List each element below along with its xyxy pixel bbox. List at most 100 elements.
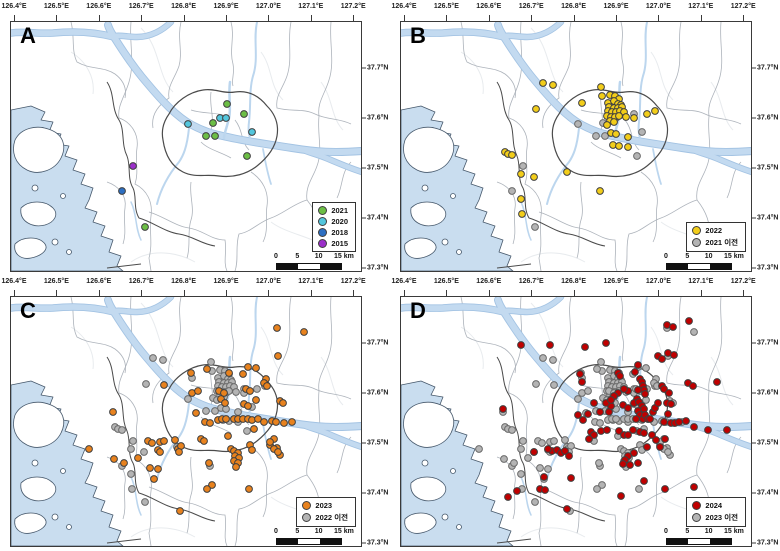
lon-tick-label: 126.6°E xyxy=(476,278,502,285)
observation-point-2023 xyxy=(524,454,532,462)
lat-tick-label: 37.3°N xyxy=(752,265,778,272)
observation-point-2022 xyxy=(651,107,659,115)
observation-point-2023 xyxy=(146,464,154,472)
observation-point-2024 xyxy=(682,417,690,425)
lon-tick-mark xyxy=(658,290,660,296)
observation-point-2023 xyxy=(642,364,650,372)
observation-point-2023 xyxy=(150,475,158,483)
legend-row: 2024 xyxy=(692,501,738,510)
observation-point-2024 xyxy=(585,435,593,443)
observation-point-2023 xyxy=(250,425,258,433)
lon-tick-mark xyxy=(531,15,533,21)
observation-point-2018 xyxy=(118,187,126,195)
lat-tick-mark xyxy=(752,117,756,119)
lat-tick-label: 37.5°N xyxy=(362,165,388,172)
map-canvas xyxy=(11,22,361,271)
observation-point-2024 xyxy=(641,390,649,398)
observation-point-2023 xyxy=(244,402,252,410)
observation-point-2024 xyxy=(590,431,598,439)
lat-tick-label: 37.7°N xyxy=(362,340,388,347)
map-d: D 2024 2023 이전 0 5 10 15 km xyxy=(400,296,752,547)
observation-point-2022 xyxy=(597,358,605,366)
observation-point-2024 xyxy=(607,396,615,404)
observation-point-2023 xyxy=(171,436,179,444)
observation-point-2023 xyxy=(175,448,183,456)
lon-tick-label: 126.5°E xyxy=(433,3,459,10)
observation-point-2022 xyxy=(539,354,547,362)
observation-point-2021 xyxy=(202,407,210,415)
observation-point-2023 xyxy=(224,432,232,440)
observation-point-2024 xyxy=(581,343,589,351)
observation-point-2024 xyxy=(713,378,721,386)
observation-point-2024 xyxy=(546,341,554,349)
observation-point-2024 xyxy=(685,317,693,325)
observation-point-2024 xyxy=(530,448,538,456)
lon-tick-mark xyxy=(183,290,185,296)
latitude-axis: 37.7°N 37.6°N 37.5°N 37.4°N 37.3°N xyxy=(362,296,390,547)
observation-point-2021 xyxy=(243,427,251,435)
observation-point-2020 xyxy=(574,120,582,128)
observation-point-2022 xyxy=(563,168,571,176)
panel-b: 126.4°E 126.5°E 126.6°E 126.7°E 126.8°E 126.9… xyxy=(390,0,780,276)
map-a: A 2021 2020 2018 2015 0 5 10 15 km xyxy=(10,21,362,272)
lon-tick-label: 127.0°E xyxy=(645,278,671,285)
observation-point-2018 xyxy=(508,187,516,195)
observation-point-2024 xyxy=(565,452,573,460)
lat-tick-mark xyxy=(362,67,366,69)
observation-point-2023 xyxy=(222,415,230,423)
observation-point-2023 xyxy=(176,507,184,515)
observation-point-2024 xyxy=(654,399,662,407)
legend-swatch-icon xyxy=(318,228,328,237)
panel-d: 126.4°E 126.5°E 126.6°E 126.7°E 126.8°E 126.9… xyxy=(390,275,780,551)
observation-point-2022 xyxy=(517,170,525,178)
legend-label: 2021 이전 xyxy=(705,238,738,247)
observation-point-2024 xyxy=(661,435,669,443)
lon-tick-mark xyxy=(446,290,448,296)
observation-point-2024 xyxy=(626,461,634,469)
map-b: B 2022 2021 이전 0 5 10 15 km xyxy=(400,21,752,272)
observation-point-2022 xyxy=(578,99,586,107)
observation-point-2023 xyxy=(160,381,168,389)
lon-tick-mark xyxy=(14,15,15,21)
lon-tick-label: 127.1°E xyxy=(298,278,324,285)
observation-point-2024 xyxy=(563,505,571,513)
panel-c: 126.4°E 126.5°E 126.6°E 126.7°E 126.8°E 126.9… xyxy=(0,275,390,551)
observation-point-2024 xyxy=(624,431,632,439)
observation-point-2024 xyxy=(670,351,678,359)
observation-point-2024 xyxy=(667,400,675,408)
observation-point-2021 xyxy=(141,498,149,506)
map-canvas xyxy=(401,297,751,546)
panel-letter-c: C xyxy=(20,298,36,323)
observation-point-2023 xyxy=(120,459,128,467)
observation-point-2022 xyxy=(622,113,630,121)
lat-tick-mark xyxy=(752,167,756,169)
lon-tick-label: 126.4°E xyxy=(391,278,417,285)
observation-point-2023 xyxy=(192,409,200,417)
observation-point-2024 xyxy=(660,418,668,426)
observation-point-2020 xyxy=(184,395,192,403)
observation-point-2023 xyxy=(252,396,260,404)
lon-tick-mark xyxy=(573,15,575,21)
observation-point-2021 xyxy=(211,407,219,415)
lon-tick-label: 126.9°E xyxy=(213,278,239,285)
observation-point-2023 xyxy=(690,328,698,336)
observation-point-2024 xyxy=(629,426,637,434)
legend-label: 2020 xyxy=(331,217,348,226)
observation-point-2024 xyxy=(504,493,512,501)
observation-point-2022 xyxy=(142,380,150,388)
observation-point-2022 xyxy=(596,187,604,195)
observation-point-2024 xyxy=(619,460,627,468)
observation-point-2023 xyxy=(245,485,253,493)
observation-point-2022 xyxy=(610,118,618,126)
observation-point-2021 xyxy=(531,223,539,231)
observation-point-2023 xyxy=(595,459,603,467)
lat-tick-mark xyxy=(362,167,366,169)
observation-point-2024 xyxy=(723,426,731,434)
lat-tick-label: 37.6°N xyxy=(752,115,778,122)
observation-point-2023 xyxy=(598,481,606,489)
lon-tick-mark xyxy=(531,290,533,296)
observation-point-2022 xyxy=(508,151,516,159)
lat-tick-mark xyxy=(362,267,366,269)
lon-tick-mark xyxy=(56,15,58,21)
observation-point-2022 xyxy=(612,130,620,138)
